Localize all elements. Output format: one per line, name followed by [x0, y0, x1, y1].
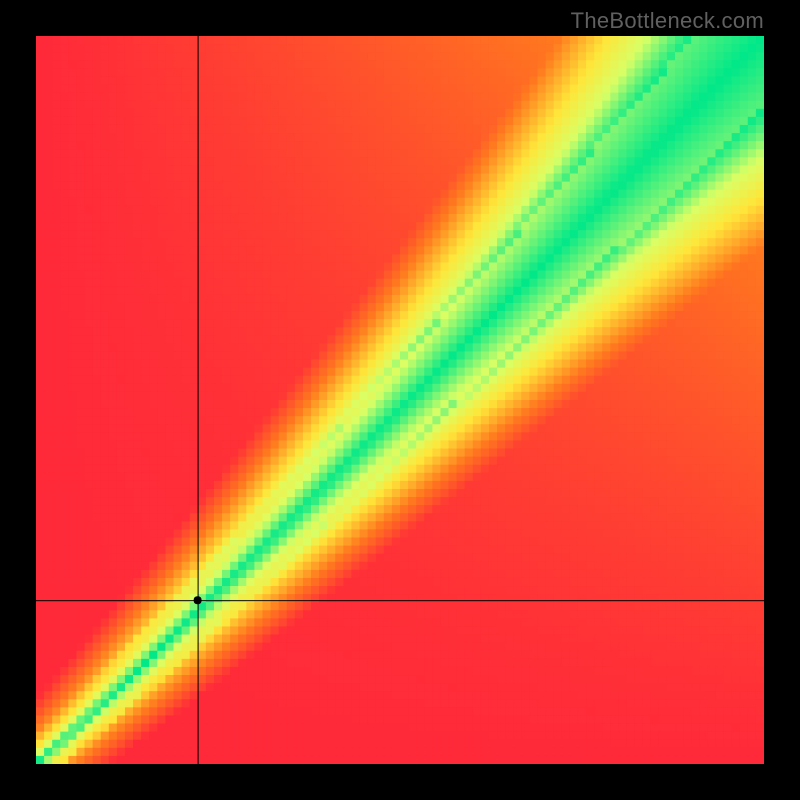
chart-container: TheBottleneck.com [0, 0, 800, 800]
heatmap-canvas [36, 36, 764, 764]
heatmap-plot [36, 36, 764, 764]
watermark-text: TheBottleneck.com [571, 8, 764, 34]
